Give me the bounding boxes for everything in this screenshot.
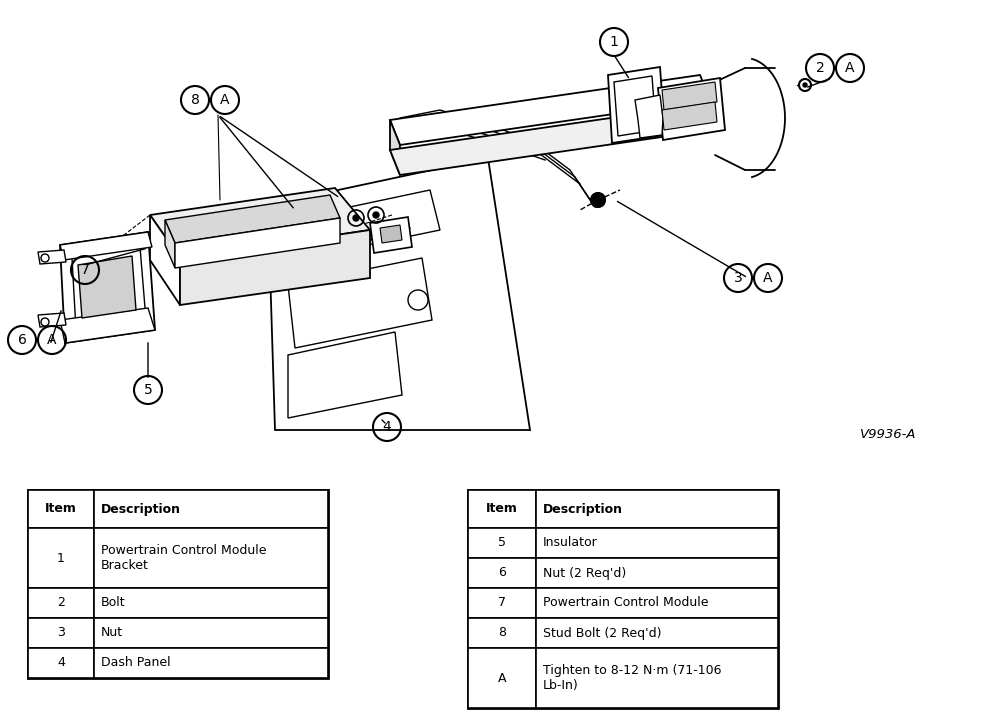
Polygon shape: [175, 218, 340, 268]
Text: Powertrain Control Module
Bracket: Powertrain Control Module Bracket: [101, 544, 267, 572]
FancyBboxPatch shape: [468, 648, 536, 708]
FancyBboxPatch shape: [468, 558, 536, 588]
Polygon shape: [635, 95, 663, 138]
FancyBboxPatch shape: [468, 490, 778, 708]
Text: 3: 3: [733, 271, 742, 285]
FancyBboxPatch shape: [28, 490, 94, 528]
FancyBboxPatch shape: [94, 618, 328, 648]
FancyBboxPatch shape: [94, 528, 328, 588]
Polygon shape: [60, 308, 155, 343]
Text: 8: 8: [190, 93, 199, 107]
Text: 6: 6: [498, 566, 506, 579]
Text: 6: 6: [18, 333, 27, 347]
Text: Tighten to 8-12 N·m (71-106
Lb-In): Tighten to 8-12 N·m (71-106 Lb-In): [543, 664, 721, 692]
FancyBboxPatch shape: [468, 618, 536, 648]
Text: Item: Item: [45, 502, 77, 515]
Text: 2: 2: [816, 61, 825, 75]
Polygon shape: [150, 188, 370, 258]
Polygon shape: [268, 158, 530, 430]
FancyBboxPatch shape: [536, 558, 778, 588]
Polygon shape: [662, 82, 717, 110]
Text: 5: 5: [498, 537, 506, 550]
Text: 8: 8: [498, 627, 506, 639]
Polygon shape: [60, 232, 155, 343]
Text: 4: 4: [383, 420, 391, 434]
Text: 4: 4: [57, 657, 65, 670]
FancyBboxPatch shape: [94, 648, 328, 678]
Text: A: A: [763, 271, 773, 285]
Text: Powertrain Control Module: Powertrain Control Module: [543, 596, 709, 609]
Polygon shape: [180, 230, 370, 305]
Polygon shape: [165, 220, 175, 268]
FancyBboxPatch shape: [94, 490, 328, 528]
FancyBboxPatch shape: [468, 588, 536, 618]
FancyBboxPatch shape: [28, 648, 94, 678]
Text: 7: 7: [80, 263, 89, 277]
Text: 3: 3: [57, 627, 65, 639]
Polygon shape: [390, 75, 710, 145]
FancyBboxPatch shape: [536, 618, 778, 648]
Text: Nut (2 Req'd): Nut (2 Req'd): [543, 566, 626, 579]
Text: Item: Item: [487, 502, 518, 515]
Text: Dash Panel: Dash Panel: [101, 657, 170, 670]
Text: Description: Description: [101, 502, 181, 515]
Polygon shape: [390, 105, 710, 175]
Polygon shape: [662, 102, 717, 130]
FancyBboxPatch shape: [28, 490, 328, 678]
FancyBboxPatch shape: [28, 588, 94, 618]
Circle shape: [373, 212, 379, 218]
Text: 5: 5: [144, 383, 153, 397]
Polygon shape: [390, 120, 400, 175]
Polygon shape: [38, 250, 66, 264]
FancyBboxPatch shape: [468, 528, 536, 558]
FancyBboxPatch shape: [536, 490, 778, 528]
Polygon shape: [658, 78, 725, 140]
Polygon shape: [78, 256, 136, 318]
Polygon shape: [288, 332, 402, 418]
FancyBboxPatch shape: [28, 528, 94, 588]
Polygon shape: [298, 190, 440, 258]
Text: 1: 1: [57, 552, 65, 564]
Text: 7: 7: [498, 596, 506, 609]
Text: 1: 1: [609, 35, 618, 49]
FancyBboxPatch shape: [94, 588, 328, 618]
FancyBboxPatch shape: [536, 528, 778, 558]
Polygon shape: [150, 215, 180, 305]
Polygon shape: [72, 247, 146, 330]
Circle shape: [353, 215, 359, 221]
Text: A: A: [48, 333, 56, 347]
FancyBboxPatch shape: [536, 648, 778, 708]
FancyBboxPatch shape: [28, 618, 94, 648]
Circle shape: [591, 193, 605, 207]
Text: Nut: Nut: [101, 627, 123, 639]
Text: 2: 2: [57, 596, 65, 609]
Text: Description: Description: [543, 502, 623, 515]
Polygon shape: [380, 225, 402, 243]
FancyBboxPatch shape: [468, 490, 536, 528]
Polygon shape: [288, 258, 432, 348]
Text: Bolt: Bolt: [101, 596, 126, 609]
Polygon shape: [165, 195, 340, 243]
Polygon shape: [370, 217, 412, 253]
Polygon shape: [60, 232, 152, 260]
Text: A: A: [220, 93, 230, 107]
Text: V9936-A: V9936-A: [860, 428, 917, 441]
Polygon shape: [38, 313, 66, 327]
Text: A: A: [497, 671, 506, 684]
Circle shape: [803, 83, 807, 87]
Text: Stud Bolt (2 Req'd): Stud Bolt (2 Req'd): [543, 627, 662, 639]
Text: A: A: [845, 61, 855, 75]
FancyBboxPatch shape: [536, 588, 778, 618]
Text: Insulator: Insulator: [543, 537, 598, 550]
Polygon shape: [608, 67, 665, 143]
Polygon shape: [614, 76, 656, 136]
